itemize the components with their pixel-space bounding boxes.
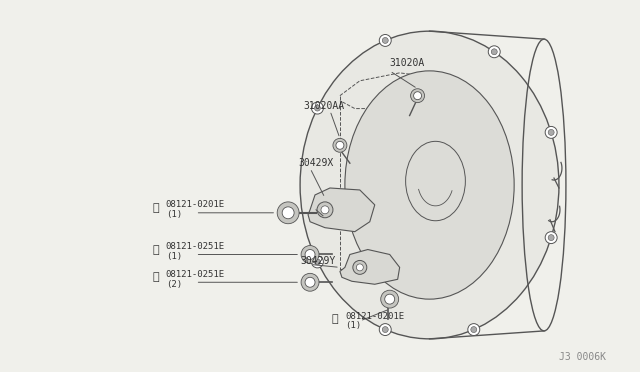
Text: 31020AA: 31020AA (303, 100, 344, 110)
Circle shape (548, 129, 554, 135)
Circle shape (548, 235, 554, 241)
Circle shape (314, 105, 321, 111)
Text: 08121-0201E: 08121-0201E (345, 311, 404, 321)
Circle shape (545, 126, 557, 138)
Circle shape (336, 141, 344, 149)
Circle shape (321, 206, 329, 214)
Circle shape (471, 327, 477, 333)
Circle shape (382, 327, 388, 333)
Text: Ⓑ: Ⓑ (152, 272, 159, 282)
Text: 08121-0251E: 08121-0251E (166, 242, 225, 251)
Text: (1): (1) (166, 210, 182, 219)
Text: 08121-0201E: 08121-0201E (166, 201, 225, 209)
Text: 30429Y: 30429Y (300, 256, 335, 266)
Circle shape (413, 92, 422, 100)
Circle shape (488, 46, 500, 58)
Circle shape (312, 256, 323, 268)
Polygon shape (308, 188, 375, 232)
Text: 30429X: 30429X (298, 158, 333, 168)
Polygon shape (340, 250, 399, 284)
Circle shape (380, 35, 391, 46)
Circle shape (492, 49, 497, 55)
Circle shape (356, 264, 364, 271)
Circle shape (380, 324, 391, 336)
Circle shape (277, 202, 299, 224)
Text: J3 0006K: J3 0006K (559, 352, 606, 362)
Circle shape (282, 207, 294, 219)
Text: Ⓑ: Ⓑ (152, 244, 159, 254)
Circle shape (305, 277, 315, 287)
Text: (2): (2) (166, 280, 182, 289)
Circle shape (381, 290, 399, 308)
Text: Ⓑ: Ⓑ (152, 203, 159, 213)
Circle shape (317, 202, 333, 218)
Circle shape (468, 324, 480, 336)
Circle shape (314, 259, 321, 265)
Circle shape (382, 38, 388, 44)
Text: 31020A: 31020A (390, 58, 425, 68)
Text: (1): (1) (166, 252, 182, 261)
Circle shape (312, 102, 323, 114)
Text: 08121-0251E: 08121-0251E (166, 270, 225, 279)
Circle shape (385, 294, 395, 304)
Circle shape (301, 246, 319, 263)
Circle shape (333, 138, 347, 152)
Text: Ⓑ: Ⓑ (332, 314, 339, 324)
Text: (1): (1) (345, 321, 361, 330)
Circle shape (353, 260, 367, 274)
Circle shape (301, 273, 319, 291)
Circle shape (305, 250, 315, 259)
Circle shape (411, 89, 424, 103)
Circle shape (545, 232, 557, 244)
Ellipse shape (300, 31, 559, 339)
Ellipse shape (345, 71, 514, 299)
